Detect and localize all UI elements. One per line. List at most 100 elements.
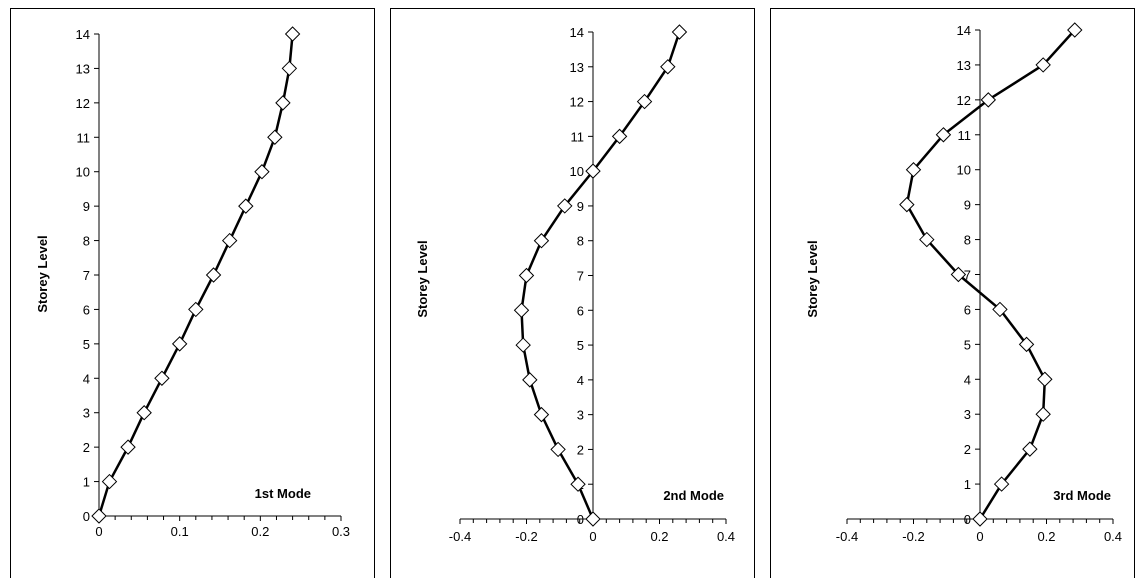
data-point-diamond <box>950 266 967 283</box>
y-tick-label: 2 <box>577 442 584 457</box>
y-tick-label: 6 <box>964 302 971 317</box>
data-point-diamond <box>188 301 204 318</box>
data-point-diamond <box>1035 406 1051 422</box>
x-tick-label: 0.4 <box>1104 529 1122 544</box>
data-point-diamond <box>935 127 952 143</box>
data-point-diamond <box>101 473 118 490</box>
y-tick-label: 4 <box>83 371 90 386</box>
data-point-diamond <box>518 267 535 284</box>
data-point-diamond <box>171 336 188 352</box>
mode-annotation: 1st Mode <box>255 486 311 501</box>
y-tick-label: 13 <box>957 58 971 73</box>
y-tick-label: 11 <box>958 128 972 143</box>
y-tick-label: 1 <box>83 475 90 490</box>
mode-annotation: 2nd Mode <box>663 488 724 503</box>
y-tick-label: 6 <box>83 302 90 317</box>
y-tick-label: 3 <box>964 407 971 422</box>
mode-2-plot: -0.4-0.200.20.401234567891011121314Store… <box>415 24 735 544</box>
data-point-diamond <box>636 93 653 110</box>
y-tick-label: 14 <box>570 25 584 40</box>
y-tick-label: 0 <box>83 509 90 524</box>
y-tick-label: 1 <box>964 477 971 492</box>
data-point-diamond <box>611 128 628 145</box>
y-tick-label: 12 <box>76 96 90 111</box>
y-tick-label: 8 <box>577 234 584 249</box>
y-tick-label: 10 <box>957 163 971 178</box>
y-tick-label: 3 <box>577 408 584 423</box>
y-tick-label: 14 <box>76 27 90 42</box>
mode-annotation: 3rd Mode <box>1053 488 1111 503</box>
data-point-diamond <box>120 439 136 455</box>
data-point-diamond <box>557 198 573 214</box>
data-point-diamond <box>585 511 601 527</box>
y-tick-label: 14 <box>957 23 971 38</box>
y-tick-label: 12 <box>570 95 584 110</box>
data-point-diamond <box>905 162 922 178</box>
data-point-diamond <box>1022 441 1038 457</box>
x-tick-label: 0.2 <box>251 524 269 539</box>
data-point-diamond <box>550 441 566 458</box>
x-tick-label: 0.2 <box>1037 529 1055 544</box>
x-tick-label: 0 <box>589 529 596 544</box>
y-tick-label: 8 <box>964 233 971 248</box>
x-tick-label: 0 <box>976 529 983 544</box>
x-tick-label: 0 <box>95 524 102 539</box>
data-point-diamond <box>570 476 586 492</box>
x-tick-label: -0.2 <box>902 529 924 544</box>
y-tick-label: 11 <box>77 130 91 145</box>
data-point-diamond <box>980 92 997 108</box>
x-tick-label: 0.4 <box>717 529 735 544</box>
y-tick-label: 7 <box>83 268 90 283</box>
x-tick-label: -0.2 <box>515 529 537 544</box>
y-tick-label: 11 <box>571 129 585 144</box>
y-tick-label: 2 <box>83 440 90 455</box>
y-axis-title: Storey Level <box>805 240 820 317</box>
y-tick-label: 10 <box>570 164 584 179</box>
data-point-diamond <box>671 24 688 40</box>
data-point-diamond <box>513 302 530 318</box>
data-point-diamond <box>221 232 238 249</box>
data-point-diamond <box>993 476 1010 492</box>
mode-shape-line <box>520 31 681 520</box>
data-point-diamond <box>284 26 301 42</box>
data-point-diamond <box>136 405 152 421</box>
data-point-diamond <box>267 129 283 145</box>
x-tick-label: 0.3 <box>332 524 350 539</box>
data-point-diamond <box>205 267 222 283</box>
mode-3-plot: -0.4 -0.2 0 0.2 0.401234567891011121314Store… <box>805 22 1122 544</box>
y-tick-label: 4 <box>964 372 971 387</box>
x-tick-label: -0.4 <box>449 529 471 544</box>
data-point-diamond <box>522 372 538 388</box>
data-point-diamond <box>1018 336 1035 353</box>
y-tick-label: 12 <box>957 93 971 108</box>
y-tick-label: 0 <box>964 512 971 527</box>
y-tick-label: 13 <box>570 60 584 75</box>
data-point-diamond <box>154 370 170 386</box>
data-point-diamond <box>972 511 988 527</box>
data-point-diamond <box>585 163 601 179</box>
data-point-diamond <box>1067 22 1083 38</box>
data-point-diamond <box>899 196 915 213</box>
data-point-diamond <box>1035 57 1051 73</box>
data-point-diamond <box>238 198 254 214</box>
data-point-diamond <box>515 337 531 353</box>
y-tick-label: 7 <box>577 269 584 284</box>
x-tick-label: -0.4 <box>836 529 858 544</box>
data-point-diamond <box>281 60 298 77</box>
data-point-diamond <box>275 95 291 111</box>
data-point-diamond <box>919 231 935 248</box>
chart-panel-1st-mode: 0 0.1 0.2 0.3 0 1 2 3 4 5 6 7 8 9 10 11 12 13 14 Storey Lev… <box>10 8 375 578</box>
data-point-diamond <box>533 406 550 423</box>
y-axis-title: Storey Level <box>415 240 430 317</box>
y-tick-label: 6 <box>577 303 584 318</box>
data-point-diamond <box>91 508 107 524</box>
y-tick-label: 8 <box>83 234 90 249</box>
y-tick-label: 4 <box>577 373 584 388</box>
data-point-diamond <box>660 59 676 75</box>
y-tick-label: 9 <box>964 198 971 213</box>
chart-panel-2nd-mode: -0.4-0.200.20.401234567891011121314Store… <box>390 8 755 578</box>
data-point-diamond <box>992 301 1008 318</box>
x-tick-label: 0.1 <box>171 524 189 539</box>
chart-panel-3rd-mode: -0.4 -0.2 0 0.2 0.4 0 1 2 3 4 5 6 7 8 9 10 11 12 13 14 Store… <box>770 8 1135 578</box>
